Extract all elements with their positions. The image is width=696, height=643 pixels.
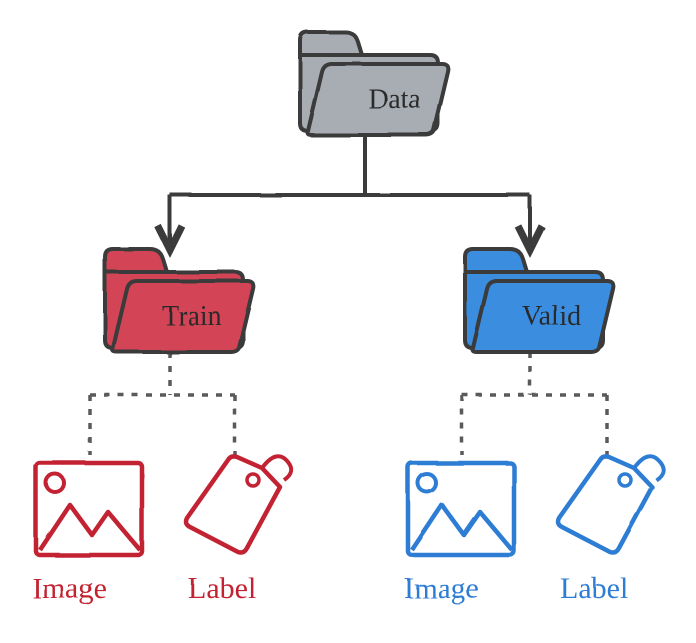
folder-valid-label: Valid — [522, 301, 581, 332]
edge-root-children — [170, 135, 530, 246]
edge-train-children — [90, 352, 235, 455]
image-icon-valid-label: Image — [404, 572, 479, 605]
folder-train: Train — [105, 249, 253, 352]
image-icon-valid: Image — [404, 463, 514, 605]
edge-valid-children — [462, 352, 607, 455]
folder-data-label: Data — [368, 84, 421, 115]
folder-valid: Valid — [465, 249, 613, 352]
data-split-diagram: Data Train Valid Image Label Image — [0, 0, 696, 643]
tag-icon-valid-label: Label — [560, 572, 628, 605]
image-icon-train-label: Image — [32, 572, 107, 605]
folder-data: Data — [300, 32, 448, 135]
image-icon-train: Image — [32, 463, 142, 605]
tag-icon-train-label: Label — [188, 572, 256, 605]
folder-train-label: Train — [162, 301, 222, 332]
tag-icon-train: Label — [186, 456, 291, 605]
tag-icon-valid: Label — [558, 456, 663, 605]
